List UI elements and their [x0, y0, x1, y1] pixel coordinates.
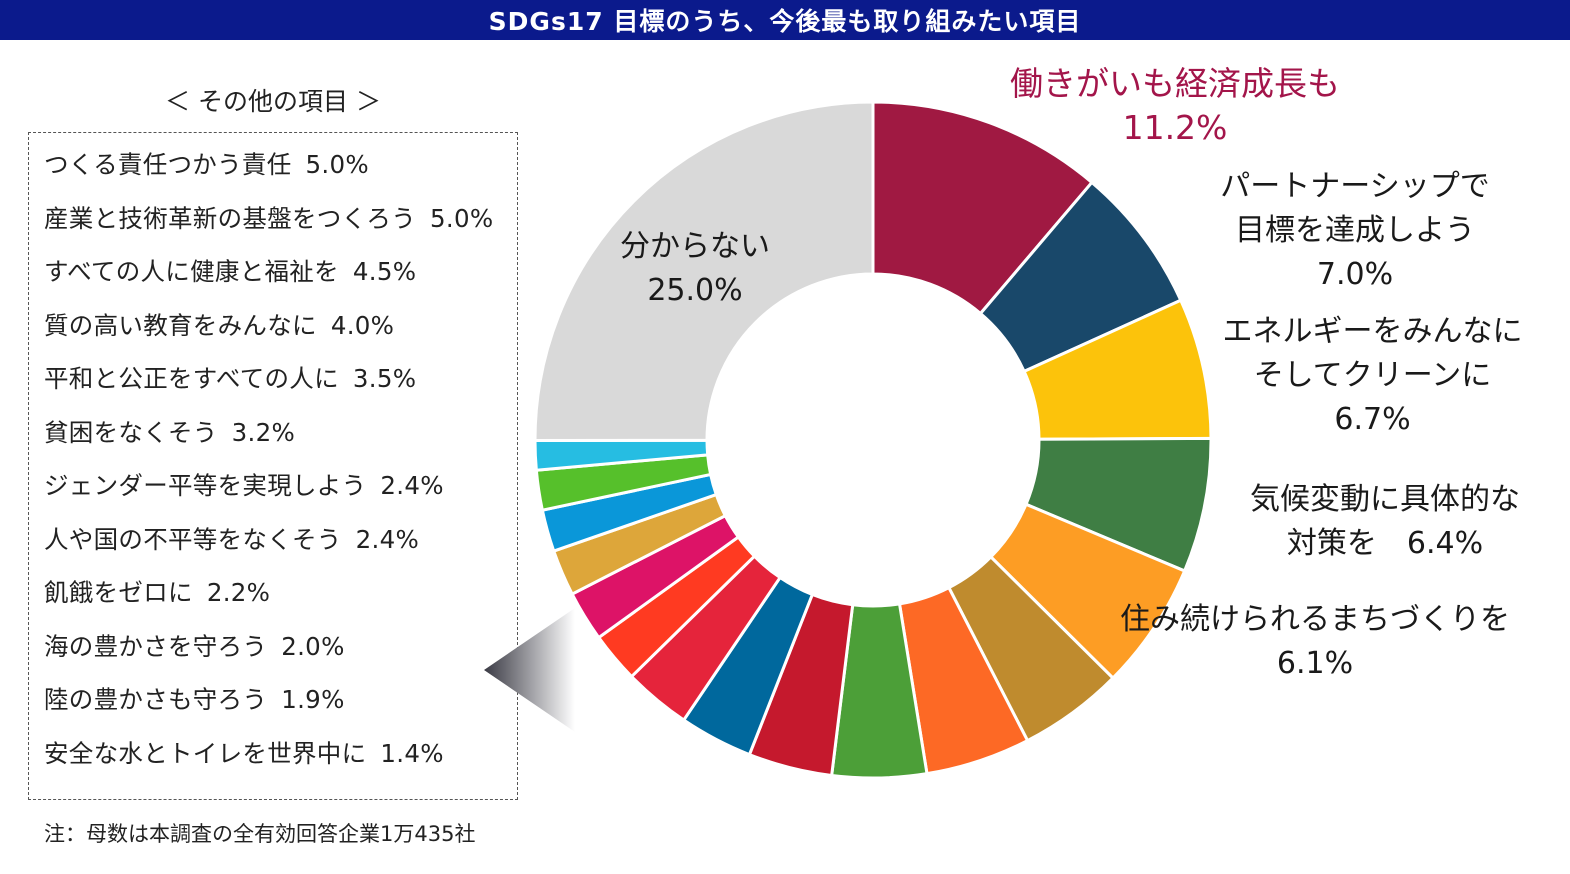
other-item: 人や国の不平等をなくそう 2.4% [44, 521, 419, 556]
other-item-name: 陸の豊かさも守ろう [44, 685, 268, 714]
slice-label-line: 分からない [620, 229, 770, 264]
slice-label-line: 7.0% [1316, 257, 1394, 292]
slice-label-cities: 住み続けられるまちづくりを 6.1% [1100, 598, 1530, 686]
other-item-percent: 4.0% [330, 310, 395, 340]
other-item: 質の高い教育をみんなに 4.0% [44, 307, 394, 342]
slice-label-line: 対策を 6.4% [1286, 526, 1484, 561]
other-item-name: 平和と公正をすべての人に [44, 364, 339, 393]
other-item-percent: 5.0% [430, 203, 494, 233]
other-item: 海の豊かさを守ろう 2.0% [44, 628, 345, 663]
slice-label-climate: 気候変動に具体的な 対策を 6.4% [1225, 478, 1545, 566]
other-item: 安全な水とトイレを世界中に 1.4% [44, 735, 444, 770]
other-item-name: 安全な水とトイレを世界中に [44, 738, 367, 768]
chart-title: SDGs17 目標のうち、今後最も取り組みたい項目 [0, 0, 1570, 40]
other-item: 産業と技術革新の基盤をつくろう 5.0% [44, 200, 493, 235]
slice-label-line: そしてクリーンに [1253, 358, 1492, 393]
slice-label-line: 6.7% [1334, 402, 1411, 437]
slice-label-partnership: パートナーシップで 目標を達成しよう 7.0% [1200, 165, 1510, 297]
other-item-percent: 1.4% [380, 738, 444, 768]
other-item: つくる責任つかう責任 5.0% [44, 146, 369, 181]
other-item-name: すべての人に健康と福祉を [44, 257, 339, 286]
other-item-percent: 1.9% [281, 685, 345, 714]
other-item-percent: 3.5% [352, 364, 417, 393]
slice-label-line: 働きがいも経済成長も [1010, 64, 1340, 103]
other-item-name: 質の高い教育をみんなに [44, 310, 317, 340]
other-item-percent: 2.0% [281, 631, 345, 661]
other-item: 陸の豊かさも守ろう 1.9% [44, 681, 345, 716]
slice-label-energy: エネルギーをみんなに そしてクリーンに 6.7% [1205, 310, 1540, 442]
slice-label-line: 25.0% [647, 273, 743, 308]
other-item-name: ジェンダー平等を実現しよう [44, 471, 367, 500]
slice-label-line: 11.2% [1122, 108, 1228, 147]
other-item-percent: 2.4% [355, 524, 420, 554]
other-item: 平和と公正をすべての人に 3.5% [44, 360, 416, 395]
footnote: 注：母数は本調査の全有効回答企業1万435社 [44, 822, 476, 846]
slice-label-line: 気候変動に具体的な [1250, 482, 1520, 517]
other-item: ジェンダー平等を実現しよう 2.4% [44, 467, 444, 502]
other-item-percent: 2.4% [380, 471, 444, 500]
slice-label-unknown: 分からない 25.0% [595, 225, 795, 313]
slice-work [871, 100, 1095, 316]
slice-unknown [533, 100, 875, 443]
slice-label-line: 6.1% [1276, 646, 1354, 681]
other-item-name: 産業と技術革新の基盤をつくろう [44, 203, 416, 233]
other-item-name: 貧困をなくそう [44, 417, 218, 447]
slice-label-line: パートナーシップで [1220, 169, 1490, 204]
other-item-percent: 3.2% [231, 417, 296, 447]
slice-label-line: 目標を達成しよう [1235, 213, 1475, 248]
pointer-triangle [484, 608, 575, 732]
other-item-name: 人や国の不平等をなくそう [44, 524, 342, 554]
other-item-percent: 2.2% [206, 578, 271, 607]
other-item: 貧困をなくそう 3.2% [44, 414, 295, 449]
other-items-box [28, 132, 518, 800]
donut-slices [533, 100, 1213, 780]
other-item-percent: 4.5% [352, 257, 417, 286]
slice-label-line: 住み続けられるまちづくりを [1120, 602, 1510, 637]
other-item-name: つくる責任つかう責任 [44, 150, 292, 179]
other-item-name: 飢餓をゼロに [44, 578, 193, 607]
other-items-heading: ＜ その他の項目 ＞ [165, 87, 381, 116]
slice-label-line: エネルギーをみんなに [1222, 314, 1523, 349]
other-item-name: 海の豊かさを守ろう [44, 631, 268, 661]
other-item: 飢餓をゼロに 2.2% [44, 574, 270, 609]
other-item-percent: 5.0% [305, 150, 369, 179]
slice-label-work: 働きがいも経済成長も 11.2% [990, 62, 1360, 150]
other-item: すべての人に健康と福祉を 4.5% [44, 253, 416, 288]
